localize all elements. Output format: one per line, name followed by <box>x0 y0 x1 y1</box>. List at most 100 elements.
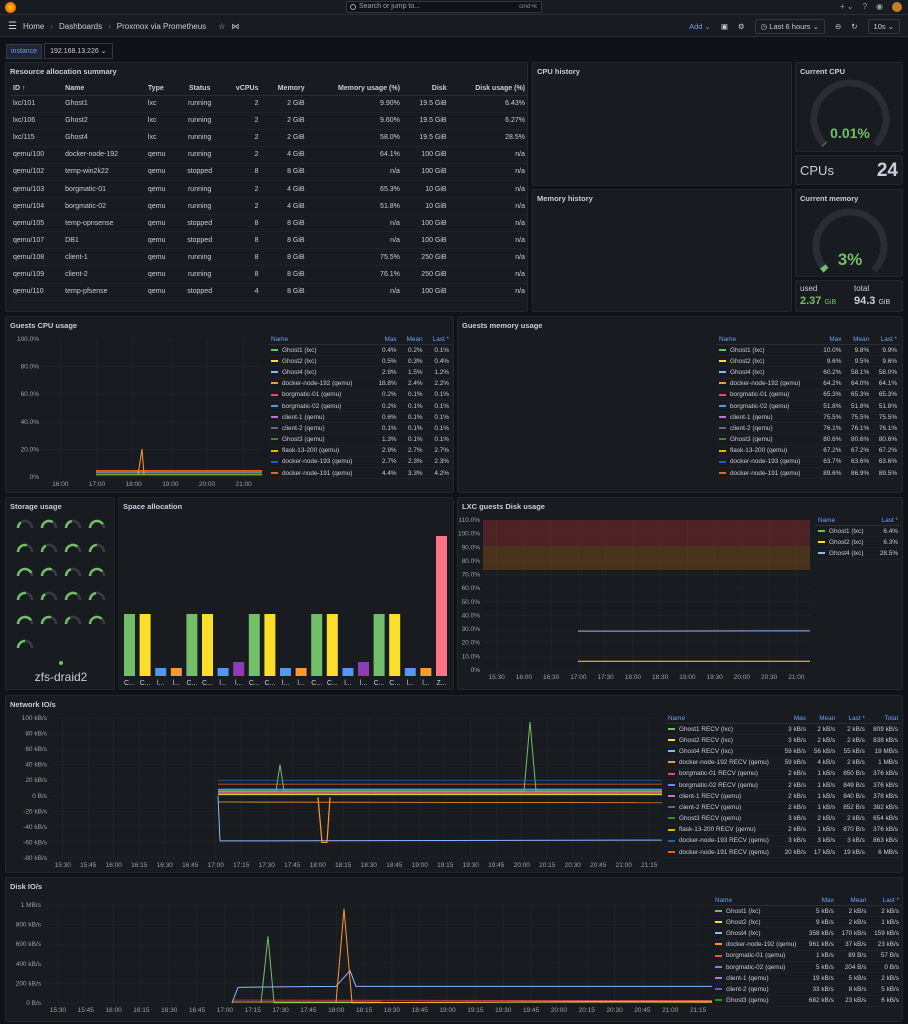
legend-row[interactable]: client-2 (qemu) 33 kB/s 8 kB/s 5 kB/s <box>712 983 902 996</box>
legend-row[interactable]: borgmatic-01 (qemu) 1 kB/s 89 B/s 57 B/s <box>712 950 902 962</box>
legend-row[interactable]: client-1 (qemu) 75.5% 75.5% 75.5% <box>716 411 900 424</box>
column-header[interactable]: Type <box>144 83 178 96</box>
total-unit: GiB <box>878 299 891 306</box>
legend-row[interactable]: docker-node-192 (qemu) 961 kB/s 37 kB/s 23 … <box>712 939 902 951</box>
search-input[interactable]: Search or jump to... cmd+k <box>346 1 542 13</box>
legend-header[interactable]: Max <box>779 714 809 724</box>
legend-header[interactable]: Max <box>816 335 845 345</box>
legend-row[interactable]: flask-13-200 (qemu) 2.9% 2.7% 2.7% <box>268 445 452 457</box>
legend-swatch <box>719 416 726 419</box>
legend-header[interactable]: Max <box>371 335 400 345</box>
legend-header[interactable]: Name <box>815 516 874 526</box>
add-button[interactable]: Add ⌄ <box>689 22 711 31</box>
legend-row[interactable]: flask-13-200 RECV (qemu) 2 kB/s 1 kB/s 870 … <box>665 824 901 836</box>
legend-header[interactable]: Last * <box>872 335 900 345</box>
legend-header[interactable]: Mean <box>836 896 870 906</box>
new-menu-button[interactable]: + ⌄ <box>839 2 854 11</box>
legend-row[interactable]: Ghost3 (qemu) 80.6% 80.6% 80.6% <box>716 434 900 446</box>
legend-row[interactable]: Ghost4 (lxc) 28.5% <box>815 547 901 560</box>
instance-variable-select[interactable]: 192.168.13.226 ⌄ <box>44 43 113 59</box>
profile-avatar[interactable] <box>892 2 902 12</box>
legend-row[interactable]: borgmatic-01 (qemu) 0.2% 0.1% 0.1% <box>268 389 452 401</box>
legend-header[interactable]: Name <box>712 896 805 906</box>
legend-row[interactable]: client-2 (qemu) 76.1% 76.1% 76.1% <box>716 422 900 435</box>
column-header[interactable]: Status <box>177 83 222 96</box>
legend-header[interactable]: Mean <box>399 335 426 345</box>
legend-row[interactable]: flask-13-200 (qemu) 67.2% 67.2% 67.2% <box>716 445 900 457</box>
legend-row[interactable]: Ghost4 (lxc) 2.9% 1.5% 1.2% <box>268 366 452 379</box>
zoom-out-icon[interactable]: ⊖ <box>834 22 842 31</box>
legend-row[interactable]: borgmatic-02 (qemu) 5 kB/s 204 B/s 0 B/s <box>712 961 902 974</box>
legend-row[interactable]: Ghost1 (lxc) 6.4% <box>815 525 901 538</box>
help-icon[interactable]: ? <box>862 2 868 11</box>
column-header[interactable]: Disk usage (%) <box>449 83 527 96</box>
time-range-picker[interactable]: ◷ Last 6 hours ⌄ <box>754 19 825 34</box>
legend-row[interactable]: borgmatic-02 (qemu) 51.8% 51.8% 51.8% <box>716 400 900 413</box>
legend-row[interactable]: docker-node-193 RECV (qemu) 3 kB/s 3 kB/s 3… <box>665 835 901 848</box>
column-header[interactable]: Memory <box>261 83 308 96</box>
legend-row[interactable]: Ghost2 (lxc) 0.5% 0.3% 0.4% <box>268 355 452 368</box>
legend-row[interactable]: Ghost4 (lxc) 60.2% 58.1% 58.0% <box>716 366 900 379</box>
column-header[interactable]: Name <box>62 83 145 96</box>
legend-header[interactable]: Mean <box>808 714 839 724</box>
legend-header[interactable]: Name <box>268 335 372 345</box>
legend-row[interactable]: docker-node-191 RECV (qemu) 20 kB/s 17 kB/… <box>665 846 901 859</box>
legend-header[interactable]: Max <box>804 896 837 906</box>
legend-header[interactable]: Name <box>665 714 780 724</box>
legend-header[interactable]: Last * <box>873 516 901 526</box>
column-header[interactable]: vCPUs <box>221 83 262 96</box>
star-icon[interactable]: ☆ <box>218 22 226 31</box>
legend-row[interactable]: Ghost3 RECV (qemu) 3 kB/s 2 kB/s 2 kB/s 654 … <box>665 813 901 825</box>
legend-row[interactable]: client-2 (qemu) 0.1% 0.1% 0.1% <box>268 422 452 435</box>
legend-row[interactable]: docker-node-191 (qemu) 4.4% 3.3% 4.2% <box>268 467 452 480</box>
legend-header[interactable]: Last * <box>869 896 902 906</box>
legend-row[interactable]: Ghost1 (lxc) 5 kB/s 2 kB/s 2 kB/s <box>712 905 902 918</box>
legend-row[interactable]: docker-node-191 (qemu) 89.6% 86.9% 89.5% <box>716 467 900 480</box>
settings-icon[interactable]: ⚙ <box>737 22 745 31</box>
share-icon[interactable]: ⋈ <box>231 22 240 31</box>
breadcrumb-dashboards[interactable]: Dashboards <box>58 22 103 31</box>
legend-value: 0.1% <box>425 400 452 413</box>
legend-row[interactable]: Ghost2 (lxc) 6.3% <box>815 536 901 549</box>
legend-row[interactable]: client-1 (qemu) 0.6% 0.1% 0.1% <box>268 411 452 424</box>
save-icon[interactable]: ▣ <box>720 22 728 31</box>
legend-row[interactable]: Ghost2 (lxc) 9.6% 9.5% 9.6% <box>716 355 900 368</box>
menu-icon[interactable]: ☰ <box>8 21 17 32</box>
column-header[interactable]: Disk <box>402 83 450 96</box>
legend-row[interactable]: docker-node-193 (qemu) 63.7% 63.6% 63.6% <box>716 456 900 469</box>
y-tick-label: 80.0% <box>21 364 40 371</box>
refresh-icon[interactable]: ↻ <box>851 22 858 31</box>
legend-row[interactable]: Ghost1 (lxc) 0.4% 0.2% 0.1% <box>268 344 452 357</box>
legend-header[interactable]: Last * <box>425 335 452 345</box>
legend-row[interactable]: docker-node-193 (qemu) 2.7% 2.3% 2.3% <box>268 456 452 469</box>
legend-header[interactable]: Name <box>716 335 817 345</box>
legend-row[interactable]: Ghost4 (lxc) 358 kB/s 170 kB/s 159 kB/s <box>712 927 902 940</box>
column-header[interactable]: Memory usage (%) <box>307 83 403 96</box>
y-tick-label: 100 kB/s <box>22 715 48 722</box>
legend-row[interactable]: Ghost4 RECV (lxc) 59 kB/s 56 kB/s 55 kB/s 19… <box>665 745 901 758</box>
legend-row[interactable]: Ghost3 (qemu) 1.3% 0.1% 0.1% <box>268 434 452 446</box>
legend-row[interactable]: borgmatic-02 RECV (qemu) 2 kB/s 1 kB/s 849 … <box>665 779 901 792</box>
legend-row[interactable]: Ghost2 (lxc) 9 kB/s 2 kB/s 1 kB/s <box>712 916 902 929</box>
legend-row[interactable]: Ghost3 (qemu) 682 kB/s 23 kB/s 6 kB/s <box>712 995 902 1007</box>
grafana-logo-icon[interactable] <box>5 2 16 13</box>
legend-row[interactable]: borgmatic-01 (qemu) 65.3% 65.3% 65.3% <box>716 389 900 401</box>
legend-row[interactable]: client-2 RECV (qemu) 2 kB/s 1 kB/s 852 B/s 3… <box>665 801 901 814</box>
legend-row[interactable]: Ghost1 RECV (lxc) 3 kB/s 2 kB/s 2 kB/s 809 k… <box>665 723 901 736</box>
legend-row[interactable]: borgmatic-02 (qemu) 0.2% 0.1% 0.1% <box>268 400 452 413</box>
legend-header[interactable]: Last * <box>838 714 868 724</box>
legend-row[interactable]: docker-node-192 (qemu) 64.2% 64.0% 64.1% <box>716 378 900 390</box>
legend-header[interactable]: Mean <box>844 335 873 345</box>
column-header[interactable]: ID ↑ <box>10 83 63 96</box>
legend-row[interactable]: Ghost2 RECV (lxc) 3 kB/s 2 kB/s 2 kB/s 838 k… <box>665 734 901 747</box>
legend-row[interactable]: docker-node-192 RECV (qemu) 59 kB/s 4 kB/s… <box>665 757 901 769</box>
legend-row[interactable]: Ghost1 (lxc) 10.0% 9.8% 9.9% <box>716 344 900 357</box>
legend-row[interactable]: client-1 (qemu) 19 kB/s 5 kB/s 2 kB/s <box>712 972 902 985</box>
refresh-interval-picker[interactable]: 10s ⌄ <box>867 19 900 34</box>
news-icon[interactable]: ◉ <box>876 2 883 11</box>
legend-header[interactable]: Total <box>867 714 901 724</box>
breadcrumb-home[interactable]: Home <box>22 22 45 31</box>
legend-row[interactable]: docker-node-192 (qemu) 18.8% 2.4% 2.2% <box>268 378 452 390</box>
legend-row[interactable]: borgmatic-01 RECV (qemu) 2 kB/s 1 kB/s 850 … <box>665 768 901 780</box>
legend-row[interactable]: client-1 RECV (qemu) 2 kB/s 1 kB/s 840 B/s 3… <box>665 790 901 803</box>
